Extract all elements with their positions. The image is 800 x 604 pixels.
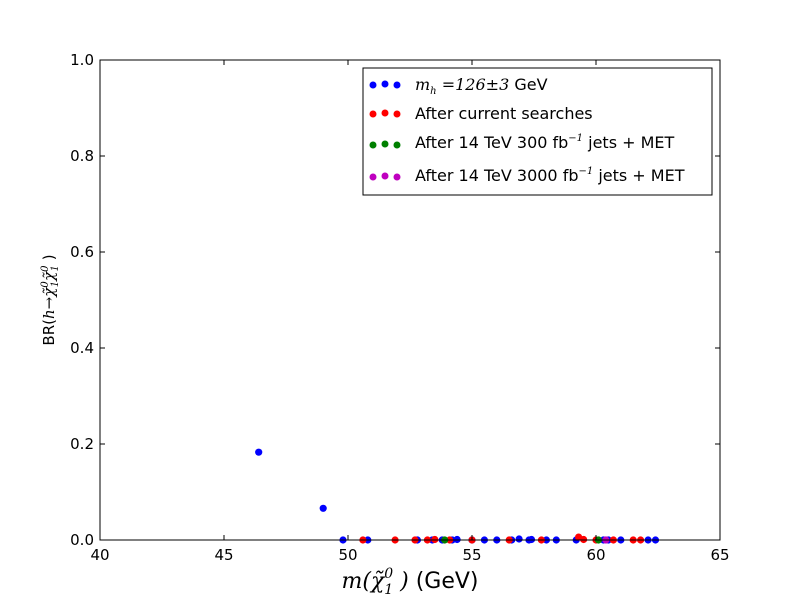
y-tick-label: 0.6 xyxy=(70,243,94,261)
legend-label-lhc3000: After 14 TeV 3000 fb−1 jets + MET xyxy=(415,166,685,185)
legend-marker xyxy=(381,172,389,180)
legend-label-lhc300: After 14 TeV 300 fb−1 jets + MET xyxy=(415,133,675,152)
series-mh xyxy=(255,448,660,544)
data-point-mh xyxy=(319,504,327,512)
x-tick-label: 60 xyxy=(586,546,605,564)
legend-marker xyxy=(393,81,401,89)
legend-marker xyxy=(369,141,377,149)
legend-marker xyxy=(381,109,389,117)
legend-marker xyxy=(393,173,401,181)
legend-label-current: After current searches xyxy=(415,104,593,123)
plot-frame xyxy=(99,59,721,541)
legend-marker xyxy=(381,140,389,148)
legend-marker xyxy=(393,141,401,149)
legend-entry-mh: mh =126±3 GeV xyxy=(369,75,548,97)
legend-label-mh: mh =126±3 GeV xyxy=(415,75,548,97)
legend-marker xyxy=(369,173,377,181)
legend-marker xyxy=(369,81,377,89)
y-tick-label: 0.4 xyxy=(70,339,94,357)
data-point-mh xyxy=(255,448,263,456)
x-tick-label: 55 xyxy=(462,546,481,564)
data-point-mh xyxy=(515,535,523,543)
x-tick-label: 65 xyxy=(710,546,729,564)
y-tick-label: 0.8 xyxy=(70,147,94,165)
legend-entry-current: After current searches xyxy=(369,104,593,123)
y-tick-label: 1.0 xyxy=(70,51,94,69)
legend-entry-lhc300: After 14 TeV 300 fb−1 jets + MET xyxy=(369,133,675,152)
legend-marker xyxy=(369,110,377,118)
y-tick-label: 0.0 xyxy=(70,531,94,549)
legend-marker xyxy=(393,110,401,118)
x-tick-label: 50 xyxy=(338,546,357,564)
legend-box xyxy=(362,67,713,196)
legend: mh =126±3 GeV After current searches Aft… xyxy=(362,67,713,196)
axis-ticks: 40 45 50 55 60 65 0.0 0.2 0.4 0.6 0.8 1.0 xyxy=(70,51,729,564)
x-tick-label: 40 xyxy=(90,546,109,564)
x-tick-label: 45 xyxy=(214,546,233,564)
y-tick-label: 0.2 xyxy=(70,435,94,453)
legend-entry-lhc3000: After 14 TeV 3000 fb−1 jets + MET xyxy=(369,166,685,185)
x-axis-label: m(χ̃0 1 ) (GeV) xyxy=(342,566,479,598)
y-axis-label: BR(h→χ̃01χ̃01 ) xyxy=(40,254,61,345)
data-marks xyxy=(255,448,660,544)
legend-marker xyxy=(381,80,389,88)
